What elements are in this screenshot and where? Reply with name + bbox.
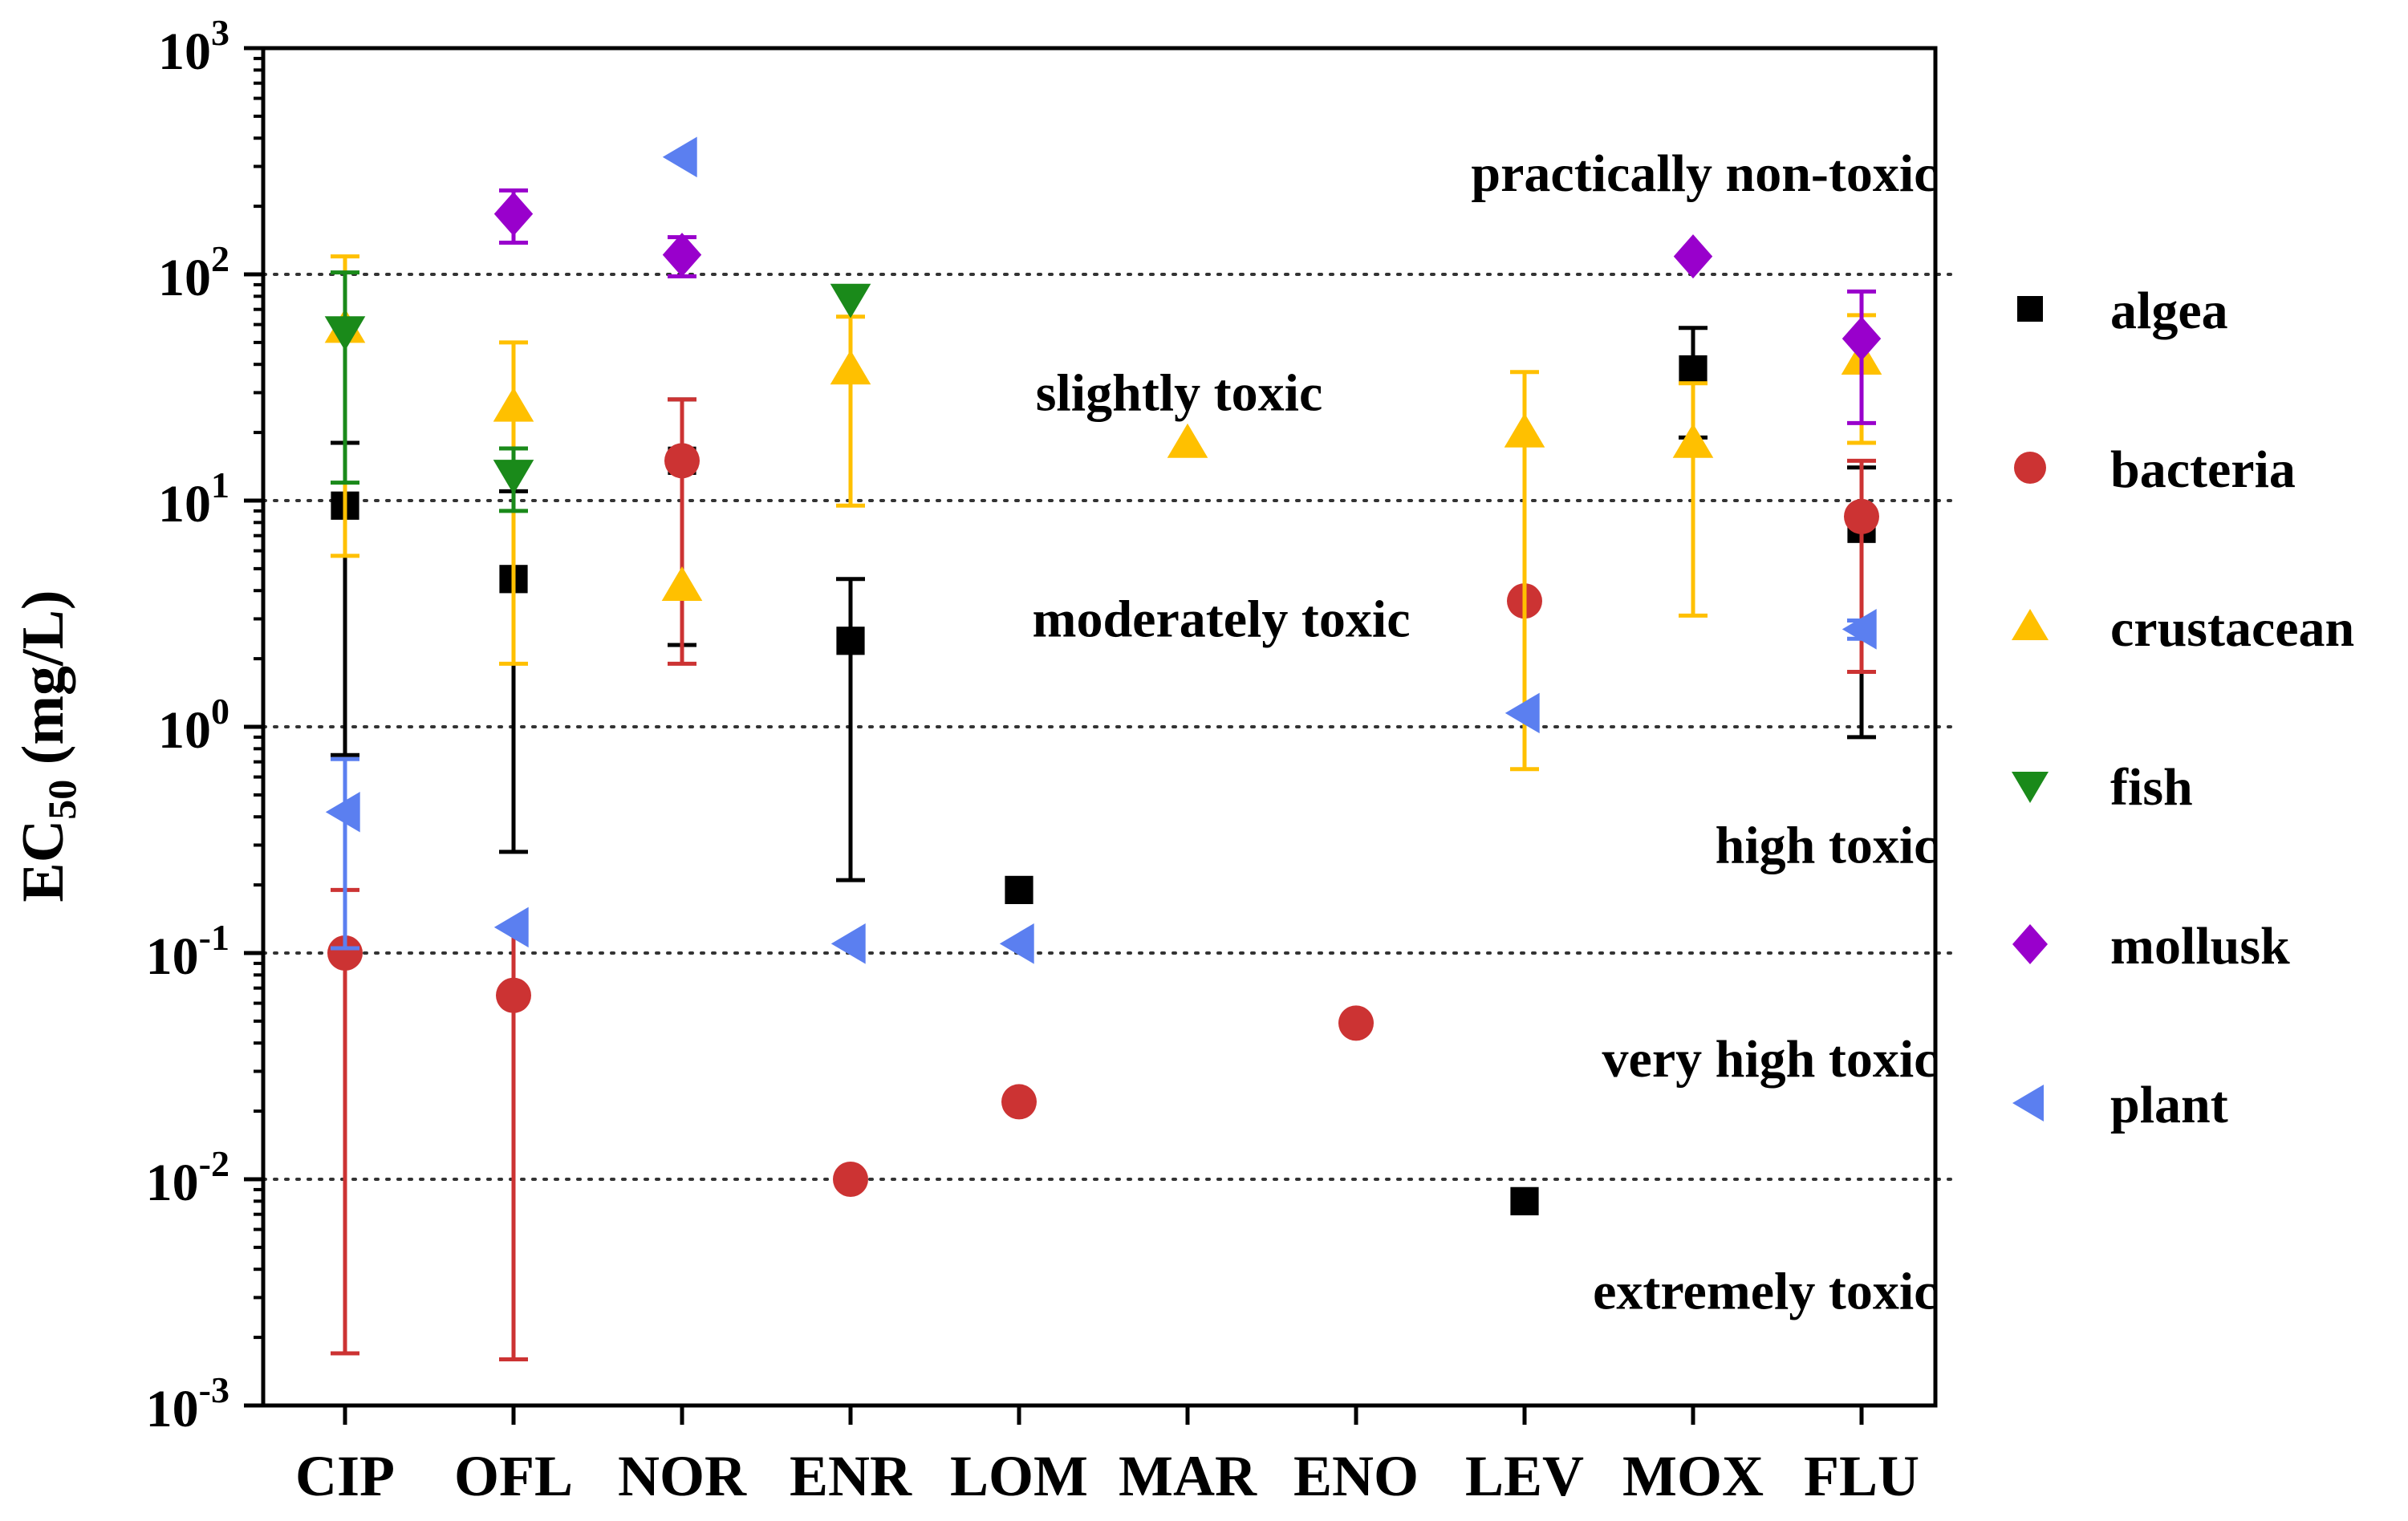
marker-crustacean-mar — [1167, 423, 1208, 458]
error-bar-crustacean — [1679, 381, 1708, 618]
y-tick-base: 10 — [158, 22, 211, 81]
y-tick-label: 10-3 — [146, 1369, 229, 1438]
y-tick-label: 103 — [158, 12, 229, 81]
y-tick-label: 10-2 — [146, 1143, 229, 1212]
data-points — [324, 136, 1882, 1361]
marker-mollusk-flu — [1842, 316, 1882, 361]
y-label-unit: (mg/L) — [10, 590, 76, 779]
legend-marker-bacteria — [2014, 452, 2046, 484]
marker-fish-ofl — [493, 460, 534, 495]
x-tick-label-eno: ENO — [1293, 1444, 1419, 1508]
series-bacteria — [327, 397, 1879, 1361]
legend-marker-crustacean — [2012, 609, 2049, 640]
marker-plant-lom — [999, 923, 1034, 964]
marker-crustacean-ofl — [493, 387, 534, 422]
y-tick-base: 10 — [146, 1380, 199, 1438]
legend-marker-mollusk — [2012, 924, 2048, 964]
y-tick-base: 10 — [146, 927, 199, 986]
marker-bacteria-nor — [664, 443, 700, 479]
y-label-main: EC — [10, 820, 76, 902]
threshold-gridlines — [262, 273, 1959, 1181]
marker-crustacean-mox — [1672, 423, 1714, 458]
series-plant — [325, 136, 1877, 964]
x-tick-label-nor: NOR — [618, 1444, 747, 1508]
legend: algea bacteria crustacean fish mollusk plant — [2012, 282, 2354, 1134]
y-tick-exponent: -3 — [199, 1369, 229, 1410]
x-tick-label-lom: LOM — [950, 1444, 1088, 1508]
legend-label-plant: plant — [2110, 1076, 2228, 1134]
series-fish — [324, 270, 871, 513]
x-axis: CIP OFL NOR ENR LOM MAR ENO LEV MOX FLU — [295, 1405, 1919, 1508]
marker-algea-mox — [1679, 355, 1708, 384]
marker-bacteria-eno — [1338, 1005, 1374, 1041]
legend-marker-algea — [2017, 296, 2043, 322]
error-bar-plant — [331, 756, 359, 951]
y-tick-label: 102 — [158, 238, 229, 307]
legend-marker-fish — [2012, 772, 2049, 803]
zone-label: practically non-toxic — [1471, 144, 1937, 203]
y-tick-exponent: 1 — [211, 464, 229, 505]
marker-mollusk-ofl — [493, 192, 534, 237]
series-mollusk — [493, 188, 1882, 425]
zone-label: moderately toxic — [1033, 590, 1411, 648]
zone-label: very high toxic — [1602, 1030, 1938, 1089]
legend-label-mollusk: mollusk — [2110, 917, 2290, 975]
marker-plant-lev — [1504, 692, 1540, 734]
zone-label: slightly toxic — [1036, 363, 1323, 422]
error-bar-fish — [331, 270, 359, 485]
marker-bacteria-ofl — [496, 977, 531, 1013]
marker-plant-nor — [662, 136, 697, 178]
marker-plant-enr — [830, 923, 866, 964]
y-label-subscript: 50 — [39, 780, 84, 820]
marker-crustacean-enr — [830, 350, 871, 385]
marker-plant-flu — [1842, 609, 1877, 650]
legend-label-algea: algea — [2110, 282, 2228, 340]
marker-plant-ofl — [493, 907, 529, 948]
y-tick-exponent: -2 — [199, 1143, 229, 1184]
y-tick-exponent: 0 — [211, 691, 229, 732]
toxicity-zone-labels: practically non-toxic slightly toxic moder… — [1033, 144, 1938, 1321]
y-tick-base: 10 — [158, 701, 211, 760]
x-tick-label-mar: MAR — [1119, 1444, 1257, 1508]
marker-fish-cip — [324, 316, 366, 351]
marker-crustacean-nor — [661, 566, 703, 601]
zone-label: extremely toxic — [1593, 1263, 1937, 1321]
marker-algea-lom — [1005, 875, 1033, 904]
x-tick-label-cip: CIP — [295, 1444, 395, 1508]
y-tick-base: 10 — [158, 249, 211, 307]
y-tick-base: 10 — [146, 1154, 199, 1212]
legend-marker-plant — [2012, 1085, 2044, 1121]
x-tick-label-ofl: OFL — [454, 1444, 573, 1508]
marker-crustacean-lev — [1504, 412, 1545, 448]
marker-fish-enr — [830, 283, 871, 318]
y-tick-label: 10-1 — [146, 917, 229, 986]
marker-mollusk-nor — [662, 233, 702, 278]
legend-label-bacteria: bacteria — [2110, 440, 2296, 499]
y-tick-base: 10 — [158, 475, 211, 533]
marker-algea-lev — [1510, 1186, 1539, 1215]
marker-bacteria-enr — [833, 1162, 868, 1197]
x-tick-label-lev: LEV — [1465, 1444, 1584, 1508]
y-tick-label: 101 — [158, 464, 229, 533]
marker-bacteria-lom — [1001, 1084, 1037, 1120]
x-tick-label-flu: FLU — [1804, 1444, 1919, 1508]
marker-plant-cip — [325, 791, 360, 833]
y-axis-label: EC50 (mg/L) — [10, 590, 84, 902]
x-tick-label-mox: MOX — [1622, 1444, 1764, 1508]
x-tick-label-enr: ENR — [790, 1444, 912, 1508]
legend-label-crustacean: crustacean — [2110, 599, 2354, 658]
marker-bacteria-cip — [327, 935, 363, 971]
y-tick-exponent: -1 — [199, 917, 229, 958]
marker-algea-enr — [836, 627, 865, 655]
legend-label-fish: fish — [2110, 758, 2193, 817]
marker-mollusk-mox — [1673, 234, 1713, 279]
zone-label: high toxic — [1716, 816, 1938, 874]
y-tick-exponent: 3 — [211, 12, 229, 53]
marker-bacteria-flu — [1844, 498, 1879, 534]
y-tick-exponent: 2 — [211, 238, 229, 279]
y-tick-label: 100 — [158, 691, 229, 760]
